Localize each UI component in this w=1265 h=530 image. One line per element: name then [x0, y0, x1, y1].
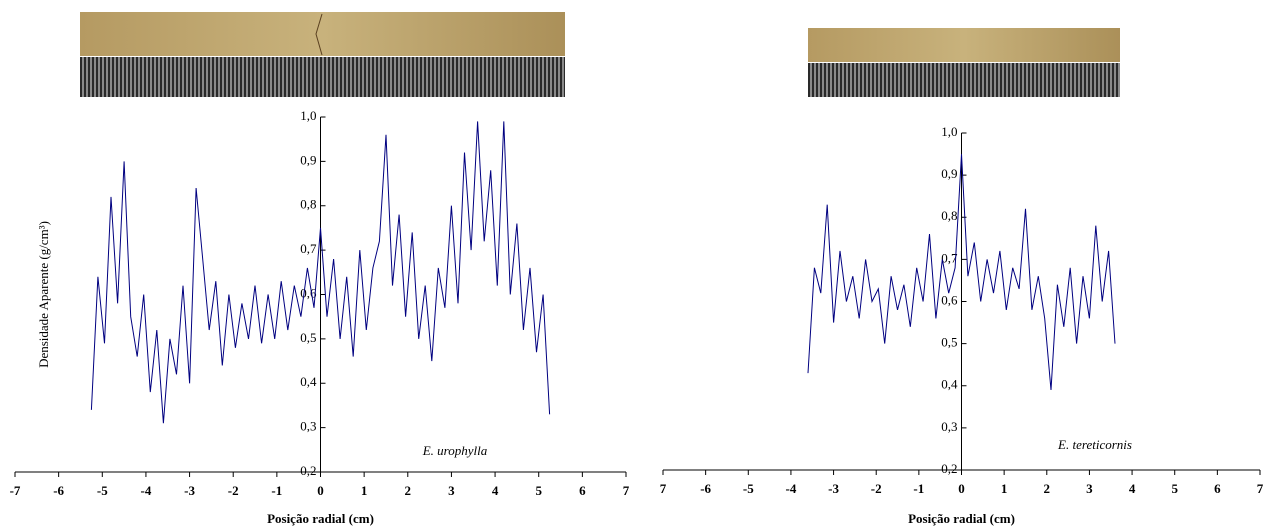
y-tick-label: 0,5	[941, 335, 957, 350]
y-tick-label: 0,6	[941, 292, 958, 307]
x-tick-label: 5	[1171, 481, 1178, 496]
x-axis-title: Posição radial (cm)	[908, 511, 1015, 526]
x-tick-label: -3	[184, 483, 195, 498]
x-tick-label: 7	[660, 481, 667, 496]
wood-sample-photo	[808, 28, 1120, 62]
x-tick-label: 3	[1086, 481, 1093, 496]
y-tick-label: 0,2	[300, 463, 316, 478]
wood-crack	[315, 13, 323, 56]
species-label: E. tereticornis	[1057, 437, 1132, 452]
x-tick-label: -5	[97, 483, 108, 498]
x-tick-label: -7	[10, 483, 21, 498]
x-tick-label: -6	[700, 481, 711, 496]
x-tick-label: -4	[786, 481, 797, 496]
x-tick-label: 5	[535, 483, 542, 498]
y-tick-label: 0,7	[941, 250, 958, 265]
x-tick-label: 2	[405, 483, 412, 498]
wood-xray	[808, 63, 1120, 97]
x-tick-label: -1	[913, 481, 924, 496]
x-tick-label: -2	[228, 483, 239, 498]
y-tick-label: 0,5	[300, 330, 316, 345]
x-tick-label: -5	[743, 481, 754, 496]
x-tick-label: -3	[828, 481, 839, 496]
y-tick-label: 0,3	[300, 419, 316, 434]
y-tick-label: 0,2	[941, 461, 957, 476]
y-tick-label: 0,8	[941, 208, 957, 223]
x-tick-label: 0	[958, 481, 965, 496]
y-tick-label: 1,0	[300, 108, 316, 123]
x-tick-label: 6	[579, 483, 586, 498]
x-tick-label: -4	[141, 483, 152, 498]
y-tick-label: 0,3	[941, 419, 957, 434]
x-tick-label: -1	[271, 483, 282, 498]
x-axis-title: Posição radial (cm)	[267, 511, 374, 526]
wood-sample-photo	[80, 12, 565, 56]
y-tick-label: 0,8	[300, 197, 316, 212]
x-tick-label: 2	[1044, 481, 1051, 496]
x-tick-label: 1	[361, 483, 368, 498]
y-tick-label: 0,7	[300, 241, 317, 256]
y-tick-label: 0,9	[300, 152, 316, 167]
x-tick-label: 1	[1001, 481, 1008, 496]
density-line	[90, 121, 551, 424]
x-tick-label: 0	[317, 483, 324, 498]
x-tick-label: 6	[1214, 481, 1221, 496]
y-tick-label: 1,0	[941, 124, 957, 139]
x-tick-label: 3	[448, 483, 455, 498]
y-axis-title: Densidade Aparente (g/cm³)	[36, 221, 51, 368]
y-tick-label: 0,4	[941, 377, 958, 392]
y-tick-label: 0,4	[300, 374, 317, 389]
wood-xray	[80, 57, 565, 97]
density-line	[807, 154, 1116, 391]
x-tick-label: 7	[623, 483, 630, 498]
x-tick-label: -6	[53, 483, 64, 498]
species-label: E. urophylla	[422, 443, 488, 458]
x-tick-label: 7	[1257, 481, 1264, 496]
x-tick-label: -2	[871, 481, 882, 496]
x-tick-label: 4	[492, 483, 499, 498]
y-tick-label: 0,9	[941, 166, 957, 181]
x-tick-label: 4	[1129, 481, 1136, 496]
